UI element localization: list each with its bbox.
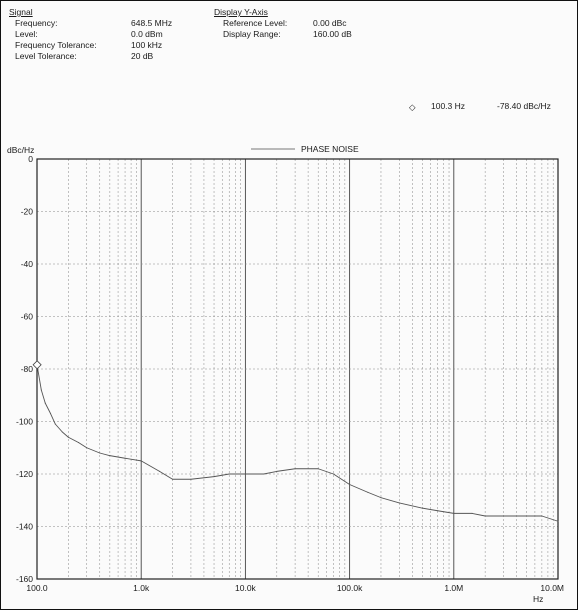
data-point: [77, 442, 79, 443]
data-point: [228, 473, 230, 475]
x-tick-label: 1.0k: [133, 583, 150, 593]
data-point: [159, 470, 161, 472]
display-y-axis-heading: Display Y-Axis: [214, 7, 268, 17]
data-point: [421, 507, 423, 509]
y-tick-label: -140: [16, 522, 33, 532]
data-point: [484, 515, 486, 517]
data-point: [190, 478, 192, 480]
signal-frequency-label: Frequency:: [15, 18, 58, 28]
data-point: [67, 436, 69, 438]
grid: [37, 159, 558, 579]
y-tick-label: -120: [16, 469, 33, 479]
signal-level-tolerance-label: Level Tolerance:: [15, 51, 77, 61]
data-point: [172, 478, 174, 480]
y-tick-label: -20: [21, 207, 34, 217]
signal-heading: Signal: [9, 7, 33, 17]
reference-level-label: Reference Level:: [223, 18, 288, 28]
x-tick-label: 100.0: [26, 583, 48, 593]
marker-readout-frequency: 100.3 Hz: [431, 101, 465, 111]
signal-frequency-value: 648.5 MHz: [131, 18, 173, 28]
signal-frequency-tolerance-value: 100 kHz: [131, 40, 163, 50]
data-point: [503, 515, 505, 517]
data-point: [109, 455, 111, 457]
data-point: [140, 460, 142, 462]
data-point: [213, 476, 215, 478]
display-range-label: Display Range:: [223, 29, 281, 39]
data-point: [380, 497, 382, 499]
data-point: [317, 468, 319, 470]
data-point: [557, 520, 559, 522]
display-range-value: 160.00 dB: [313, 29, 352, 39]
data-point: [99, 452, 101, 454]
data-point: [526, 515, 528, 517]
data-point: [86, 447, 88, 449]
series-group: [36, 364, 559, 522]
data-point: [44, 402, 46, 404]
data-point: [276, 470, 278, 472]
x-tick-label: 10.0k: [235, 583, 257, 593]
signal-level-label: Level:: [15, 29, 38, 39]
y-axis-ticks: 0 -20 -40 -60 -80 -100 -120 -140 -160: [16, 154, 33, 584]
y-tick-label: -160: [16, 574, 33, 584]
data-point: [453, 512, 455, 514]
data-point: [398, 502, 400, 504]
marker-diamond-icon: [32, 360, 42, 370]
data-point: [40, 389, 42, 391]
data-point: [332, 473, 334, 475]
y-tick-label: -60: [21, 312, 34, 322]
x-tick-label: 100.0k: [337, 583, 363, 593]
data-point: [437, 510, 439, 512]
data-point: [50, 413, 52, 415]
signal-level-tolerance-value: 20 dB: [131, 51, 154, 61]
x-axis-label: Hz: [533, 594, 543, 604]
data-point: [54, 423, 56, 425]
y-tick-label: -100: [16, 417, 33, 427]
data-point: [244, 473, 246, 475]
x-tick-label: 1.0M: [444, 583, 463, 593]
data-point: [541, 515, 543, 517]
legend-label: PHASE NOISE: [301, 144, 359, 154]
data-point: [124, 457, 126, 459]
data-point: [294, 468, 296, 470]
data-point: [367, 491, 369, 493]
series-line-phase-noise: [36, 364, 559, 522]
data-point: [263, 473, 265, 475]
x-axis-ticks: 100.0 1.0k 10.0k 100.0k 1.0M 10.0M: [26, 583, 564, 593]
y-axis-label: dBc/Hz: [7, 145, 34, 155]
y-tick-label: 0: [28, 154, 33, 164]
signal-level-value: 0.0 dBm: [131, 29, 163, 39]
signal-frequency-tolerance-label: Frequency Tolerance:: [15, 40, 97, 50]
y-tick-label: -80: [21, 364, 34, 374]
y-tick-label: -40: [21, 259, 34, 269]
x-tick-label: 10.0M: [540, 583, 564, 593]
marker-readout-level: -78.40 dBc/Hz: [497, 101, 551, 111]
data-point: [471, 512, 473, 514]
marker-group: [32, 360, 42, 370]
data-point: [349, 484, 351, 485]
marker-readout-diamond-icon: ◇: [409, 102, 416, 112]
data-point: [61, 431, 63, 433]
reference-level-value: 0.00 dBc: [313, 18, 347, 28]
